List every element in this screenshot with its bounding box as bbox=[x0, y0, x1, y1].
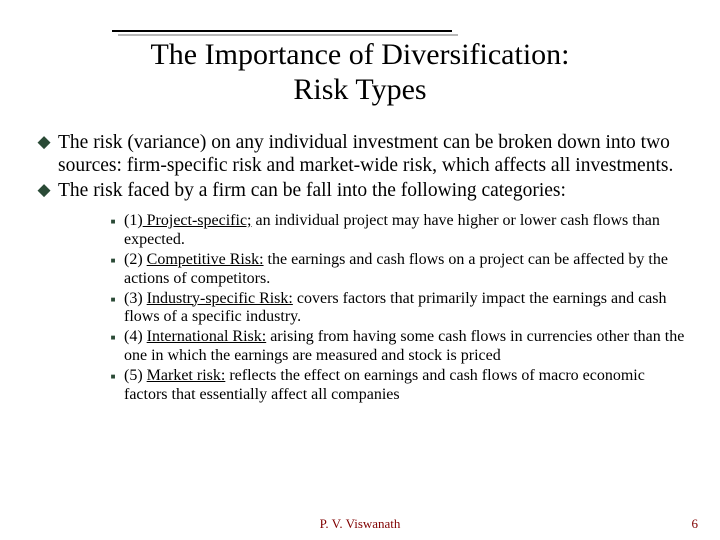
sub-head: International Risk: bbox=[147, 328, 267, 345]
sub-lead: (1) bbox=[124, 212, 143, 229]
sub-bullet: ■ (1) Project-specific; an individual pr… bbox=[102, 212, 690, 250]
bullet-text: The risk (variance) on any individual in… bbox=[58, 131, 690, 177]
title-line-1: The Importance of Diversification: bbox=[150, 38, 569, 71]
title-rule bbox=[112, 30, 452, 32]
sub-lead: (4) bbox=[124, 328, 147, 345]
square-bullet-icon: ■ bbox=[102, 251, 124, 270]
sub-head: Competitive Risk: bbox=[147, 251, 264, 268]
sub-head: Market risk: bbox=[147, 367, 226, 384]
title-rule-shadow bbox=[118, 34, 458, 36]
sub-head: Project-specific; bbox=[143, 212, 252, 229]
footer-page-number: 6 bbox=[692, 516, 699, 532]
content-area: ◆ The risk (variance) on any individual … bbox=[0, 117, 720, 405]
footer-author: P. V. Viswanath bbox=[0, 516, 720, 532]
diamond-bullet-icon: ◆ bbox=[30, 131, 58, 153]
sub-lead: (2) bbox=[124, 251, 147, 268]
sub-bullet: ■ (5) Market risk: reflects the effect o… bbox=[102, 367, 690, 405]
title-line-2: Risk Types bbox=[293, 73, 426, 106]
sub-bullet-text: (3) Industry-specific Risk: covers facto… bbox=[124, 290, 690, 328]
sub-bullet-text: (4) International Risk: arising from hav… bbox=[124, 328, 690, 366]
title-area: The Importance of Diversification: Risk … bbox=[0, 0, 720, 117]
diamond-bullet-icon: ◆ bbox=[30, 179, 58, 201]
sub-bullet-text: (5) Market risk: reflects the effect on … bbox=[124, 367, 690, 405]
bullet-text: The risk faced by a firm can be fall int… bbox=[58, 179, 566, 202]
sub-lead: (5) bbox=[124, 367, 147, 384]
sub-bullet-text: (2) Competitive Risk: the earnings and c… bbox=[124, 251, 690, 289]
square-bullet-icon: ■ bbox=[102, 328, 124, 347]
sub-bullet-text: (1) Project-specific; an individual proj… bbox=[124, 212, 690, 250]
bullet-main: ◆ The risk faced by a firm can be fall i… bbox=[30, 179, 690, 202]
sub-bullet: ■ (3) Industry-specific Risk: covers fac… bbox=[102, 290, 690, 328]
sub-bullet: ■ (2) Competitive Risk: the earnings and… bbox=[102, 251, 690, 289]
sub-lead: (3) bbox=[124, 290, 147, 307]
square-bullet-icon: ■ bbox=[102, 290, 124, 309]
square-bullet-icon: ■ bbox=[102, 212, 124, 231]
sub-head: Industry-specific Risk: bbox=[147, 290, 293, 307]
slide-title: The Importance of Diversification: Risk … bbox=[60, 38, 660, 107]
sub-bullet: ■ (4) International Risk: arising from h… bbox=[102, 328, 690, 366]
square-bullet-icon: ■ bbox=[102, 367, 124, 386]
sub-list: ■ (1) Project-specific; an individual pr… bbox=[30, 204, 690, 405]
bullet-main: ◆ The risk (variance) on any individual … bbox=[30, 131, 690, 177]
